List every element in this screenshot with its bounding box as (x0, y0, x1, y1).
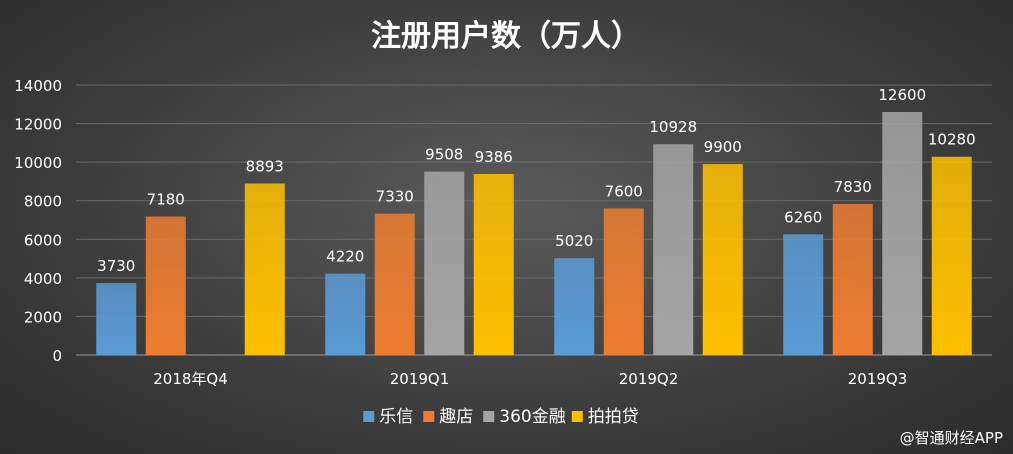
y-tick-label: 6000 (24, 231, 62, 249)
bar (374, 213, 415, 355)
data-label: 6260 (784, 208, 822, 226)
data-label: 10280 (928, 131, 976, 149)
data-label: 7330 (376, 188, 414, 206)
legend-swatch (363, 411, 375, 422)
bar (424, 171, 465, 355)
data-label: 8893 (246, 157, 284, 175)
data-label: 3730 (97, 257, 135, 275)
x-tick-label: 2019Q1 (390, 370, 450, 388)
bar (882, 112, 923, 355)
bar (702, 164, 743, 355)
bar (554, 258, 595, 355)
bar (145, 216, 186, 355)
legend-swatch (483, 411, 495, 422)
data-labels: 3730 7180 8893 4220 7330 9508 9386 5020 7600 1092… (97, 86, 975, 275)
data-label: 7600 (605, 182, 643, 200)
legend-swatch (571, 411, 583, 422)
x-tick-label: 2018年Q4 (153, 370, 228, 388)
data-label: 9900 (704, 138, 742, 156)
bar (931, 156, 972, 355)
legend-swatch (423, 411, 435, 422)
legend-label: 360金融 (499, 407, 565, 427)
bar (783, 234, 824, 355)
y-tick-label: 4000 (24, 270, 62, 288)
bar (832, 203, 873, 355)
bar (653, 144, 694, 355)
data-label: 10928 (649, 118, 697, 136)
bar (244, 183, 285, 355)
y-tick-label: 14000 (14, 77, 62, 95)
legend: 乐信 趣店 360金融 拍拍贷 (363, 407, 639, 427)
legend-label: 拍拍贷 (588, 407, 639, 427)
bar (96, 283, 137, 355)
bar (473, 173, 514, 355)
y-axis: 0 2000 4000 6000 8000 10000 12000 14000 (14, 77, 62, 365)
data-label: 9508 (425, 146, 463, 164)
data-label: 7830 (834, 178, 872, 196)
data-label: 7180 (147, 191, 185, 209)
gridlines (76, 84, 992, 356)
data-label: 4220 (326, 248, 364, 266)
y-tick-label: 8000 (24, 193, 62, 211)
data-label: 9386 (475, 148, 513, 166)
watermark: @智通财经APP (900, 429, 1003, 447)
y-tick-label: 12000 (14, 116, 62, 134)
legend-label: 乐信 (379, 407, 413, 427)
bar (603, 208, 644, 355)
x-tick-label: 2019Q3 (848, 370, 908, 388)
data-label: 5020 (555, 232, 593, 250)
legend-label: 趣店 (439, 407, 473, 427)
x-tick-label: 2019Q2 (619, 370, 679, 388)
chart-title: 注册用户数（万人） (371, 19, 641, 54)
bars (96, 112, 972, 355)
x-axis: 2018年Q4 2019Q1 2019Q2 2019Q3 (153, 370, 907, 388)
bar (325, 273, 366, 355)
y-tick-label: 10000 (14, 154, 62, 172)
y-tick-label: 2000 (24, 308, 62, 326)
y-tick-label: 0 (52, 347, 62, 365)
data-label: 12600 (878, 86, 926, 104)
